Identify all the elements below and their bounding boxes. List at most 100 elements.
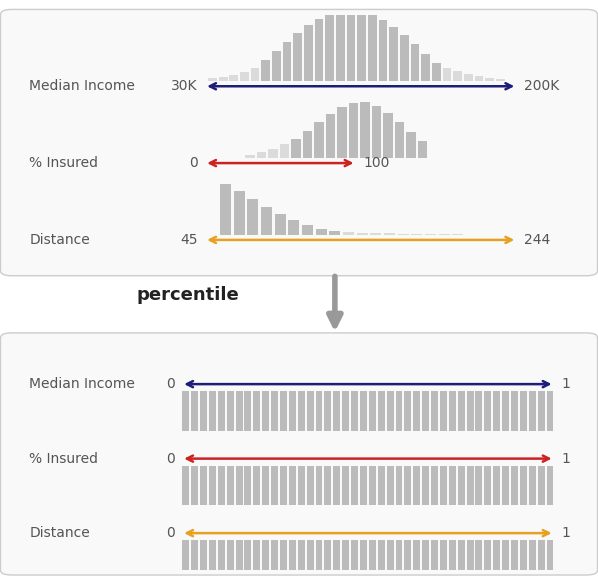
Bar <box>182 391 189 431</box>
Bar <box>271 391 278 431</box>
Bar <box>274 214 286 235</box>
Bar <box>291 139 301 158</box>
Bar <box>466 391 474 431</box>
Bar <box>325 15 334 81</box>
Bar <box>383 113 393 158</box>
Bar <box>240 72 249 81</box>
Bar <box>236 391 243 431</box>
Bar <box>263 540 269 580</box>
Bar <box>298 391 305 431</box>
Bar <box>280 391 287 431</box>
Bar <box>227 466 234 505</box>
Bar <box>369 391 376 431</box>
Bar <box>422 54 430 81</box>
Text: Distance: Distance <box>29 526 90 540</box>
Bar <box>227 391 234 431</box>
Bar <box>257 152 266 158</box>
Bar <box>529 540 536 580</box>
Bar <box>333 540 340 580</box>
Bar <box>395 540 402 580</box>
Bar <box>289 540 296 580</box>
Text: 45: 45 <box>180 233 197 247</box>
Bar <box>254 391 260 431</box>
Bar <box>520 391 527 431</box>
Bar <box>191 540 198 580</box>
Bar <box>484 540 492 580</box>
Bar <box>356 233 368 235</box>
Text: percentile: percentile <box>136 286 239 304</box>
Text: % Insured: % Insured <box>29 452 98 466</box>
Text: 100: 100 <box>364 156 390 170</box>
Bar <box>351 466 358 505</box>
Bar <box>538 391 545 431</box>
Bar <box>369 540 376 580</box>
Bar <box>263 391 269 431</box>
Bar <box>325 540 331 580</box>
Bar <box>220 183 231 235</box>
Bar <box>502 466 509 505</box>
Bar <box>191 391 198 431</box>
Text: 200K: 200K <box>524 79 559 93</box>
Bar <box>200 466 207 505</box>
Bar <box>422 540 429 580</box>
Bar <box>502 391 509 431</box>
Bar <box>387 391 393 431</box>
Bar <box>529 391 536 431</box>
Bar <box>269 149 278 158</box>
Bar <box>529 466 536 505</box>
Bar <box>316 391 322 431</box>
Bar <box>520 466 527 505</box>
Bar <box>347 9 355 81</box>
Bar <box>440 540 447 580</box>
Bar <box>289 466 296 505</box>
Bar <box>425 234 436 235</box>
Bar <box>247 199 258 235</box>
Bar <box>404 540 411 580</box>
Bar <box>449 466 456 505</box>
Bar <box>411 44 419 81</box>
Bar <box>466 466 474 505</box>
Bar <box>209 540 216 580</box>
Bar <box>457 391 465 431</box>
Bar <box>511 540 518 580</box>
Bar <box>413 540 420 580</box>
Bar <box>342 540 349 580</box>
Bar <box>200 391 207 431</box>
Text: Median Income: Median Income <box>29 79 135 93</box>
Bar <box>298 540 305 580</box>
Bar <box>538 466 545 505</box>
Bar <box>384 233 395 235</box>
Bar <box>511 466 518 505</box>
Bar <box>413 391 420 431</box>
Bar <box>368 15 377 81</box>
Bar <box>372 106 381 158</box>
Bar <box>302 225 313 235</box>
Bar <box>496 79 505 81</box>
Bar <box>432 63 441 81</box>
Bar <box>378 466 385 505</box>
Bar <box>315 19 324 81</box>
Text: 0: 0 <box>166 452 175 466</box>
Bar <box>304 25 313 81</box>
Bar <box>440 391 447 431</box>
Bar <box>360 391 367 431</box>
Bar <box>280 540 287 580</box>
Bar <box>395 466 402 505</box>
Bar <box>538 540 545 580</box>
Bar <box>511 391 518 431</box>
Bar <box>449 540 456 580</box>
Bar <box>209 391 216 431</box>
Text: 244: 244 <box>524 233 550 247</box>
Bar <box>271 540 278 580</box>
Text: 1: 1 <box>562 526 570 540</box>
Bar <box>288 220 300 235</box>
Bar <box>333 391 340 431</box>
Bar <box>493 466 500 505</box>
Bar <box>431 540 438 580</box>
Bar <box>520 540 527 580</box>
Bar <box>418 141 427 158</box>
Bar <box>379 20 388 81</box>
Bar <box>245 540 251 580</box>
Bar <box>343 232 354 235</box>
Bar <box>182 540 189 580</box>
